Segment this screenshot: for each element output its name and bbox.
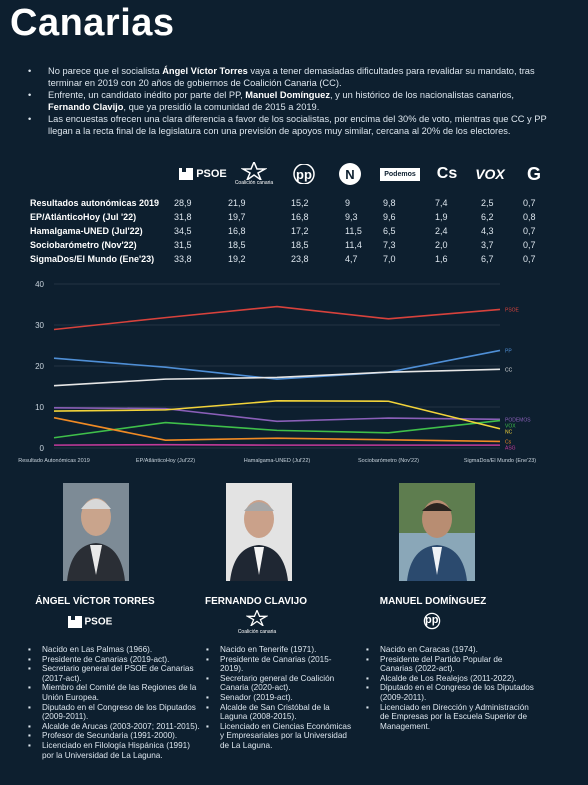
table-row: SigmaDos/El Mundo (Ene'23) 33,8 19,2 23,8 4… [30, 254, 536, 264]
x-tick-label: EP/AtlánticoHoy (Jul'22) [136, 458, 195, 464]
series-line-cc [53, 368, 501, 387]
series-end-label: PODEMOS [505, 417, 531, 423]
series-end-label: NC [505, 429, 513, 435]
poll-line-chart: 0 10 20 30 40 Resultado Autonómicas 2019 EP/At… [18, 280, 536, 464]
pp-logo-icon: pp [280, 156, 328, 192]
y-tick-label: 20 [35, 362, 44, 371]
bullet-1: No parece que el socialista Ángel Víctor… [28, 66, 558, 89]
clavijo-bio-list: Nacido en Tenerife (1971). Presidente de… [204, 645, 354, 751]
list-item: Senador (2019-act). [204, 693, 354, 703]
list-item: Presidente de Canarias (2015-2019). [204, 655, 354, 674]
pp-logo-icon: pp [412, 612, 452, 630]
list-item: Presidente del Partido Popular de Canari… [364, 655, 534, 674]
y-tick-label: 10 [35, 403, 44, 412]
series-end-label: Cs [505, 439, 512, 445]
table-row: Sociobarómetro (Nov'22) 31,5 18,5 18,5 11,4… [30, 240, 536, 250]
list-item: Secretario general de Coalición Canaria … [204, 674, 354, 693]
y-tick-label: 30 [35, 321, 44, 330]
clavijo-photo [226, 483, 292, 581]
series-line-cs [53, 416, 501, 443]
psoe-logo-icon: PSOE [60, 614, 120, 630]
party-logos: PSOE Coalición canaria pp N Podemos Cs V… [178, 156, 554, 192]
list-item: Profesor de Secundaria (1991-2000). [26, 731, 201, 741]
dominguez-photo [399, 483, 475, 581]
cc-logo-icon: Coalición canaria [232, 608, 282, 635]
torres-photo [63, 483, 129, 581]
nc-logo-icon: N [328, 156, 372, 192]
series-line-nc [53, 400, 501, 430]
list-item: Nacido en Las Palmas (1966). [26, 645, 201, 655]
intro-bullets: No parece que el socialista Ángel Víctor… [28, 66, 558, 138]
candidate-name-dominguez: MANUEL DOMÍNGUEZ [379, 596, 487, 607]
list-item: Diputado en el Congreso de los Diputados… [26, 703, 201, 722]
list-item: Presidente de Canarias (2019-act). [26, 655, 201, 665]
y-tick-label: 40 [35, 280, 44, 289]
bullet-3: Las encuestas ofrecen una clara diferenc… [28, 114, 558, 137]
torres-bio-list: Nacido en Las Palmas (1966). Presidente … [26, 645, 201, 760]
podemos-logo-icon: Podemos [372, 156, 428, 192]
asg-logo-icon: G [526, 163, 541, 184]
bullet-2: Enfrente, un candidato inédito por parte… [28, 90, 558, 113]
x-tick-label: Resultado Autonómicas 2019 [18, 458, 90, 464]
list-item: Nacido en Tenerife (1971). [204, 645, 354, 655]
candidate-name-clavijo: FERNANDO CLAVIJO [204, 596, 308, 607]
series-end-label: VOX [505, 423, 516, 429]
page-title: Canarias [10, 2, 175, 44]
table-row: Hamalgama-UNED (Jul'22) 34,5 16,8 17,2 11,5… [30, 226, 536, 236]
list-item: Licenciado en Ciencias Económicas y Empr… [204, 722, 354, 751]
candidate-name-torres: ÁNGEL VÍCTOR TORRES [35, 596, 155, 607]
series-end-label: PP [505, 348, 512, 354]
cs-logo-icon: Cs [436, 165, 458, 182]
series-line-vox [53, 419, 501, 439]
list-item: Alcalde de Los Realejos (2011-2022). [364, 674, 534, 684]
psoe-logo-icon: PSOE [178, 156, 228, 192]
list-item: Licenciado en Dirección y Administración… [364, 703, 534, 732]
table-row: EP/AtlánticoHoy (Jul '22) 31,8 19,7 16,8 9,… [30, 212, 536, 222]
x-tick-label: Sociobarómetro (Nov'22) [358, 458, 419, 464]
series-line-podemos [53, 407, 501, 423]
y-tick-label: 0 [40, 444, 45, 453]
series-line-pp [53, 349, 501, 380]
list-item: Nacido en Caracas (1974). [364, 645, 534, 655]
dominguez-bio-list: Nacido en Caracas (1974). Presidente del… [364, 645, 534, 731]
x-tick-label: Hamalgama-UNED (Jul'22) [244, 458, 311, 464]
series-end-label: PSOE [505, 307, 520, 313]
series-line-psoe [53, 305, 501, 331]
vox-logo-icon: VOX [475, 166, 505, 182]
x-tick-label: SigmaDos/El Mundo (Ene'23) [464, 458, 536, 464]
series-end-label: ASG [505, 445, 516, 451]
table-row: Resultados autonómicas 2019 28,9 21,9 15,2… [30, 198, 536, 208]
list-item: Miembro del Comité de las Regiones de la… [26, 683, 201, 702]
list-item: Alcalde de Arucas (2003-2007; 2011-2015)… [26, 722, 201, 732]
list-item: Licenciado en Filología Hispánica (1991)… [26, 741, 201, 760]
list-item: Secretario general del PSOE de Canarias … [26, 664, 201, 683]
list-item: Alcalde de San Cristóbal de la Laguna (2… [204, 703, 354, 722]
list-item: Diputado en el Congreso de los Diputados… [364, 683, 534, 702]
series-end-label: CC [505, 367, 513, 373]
cc-logo-icon: Coalición canaria [228, 156, 280, 192]
